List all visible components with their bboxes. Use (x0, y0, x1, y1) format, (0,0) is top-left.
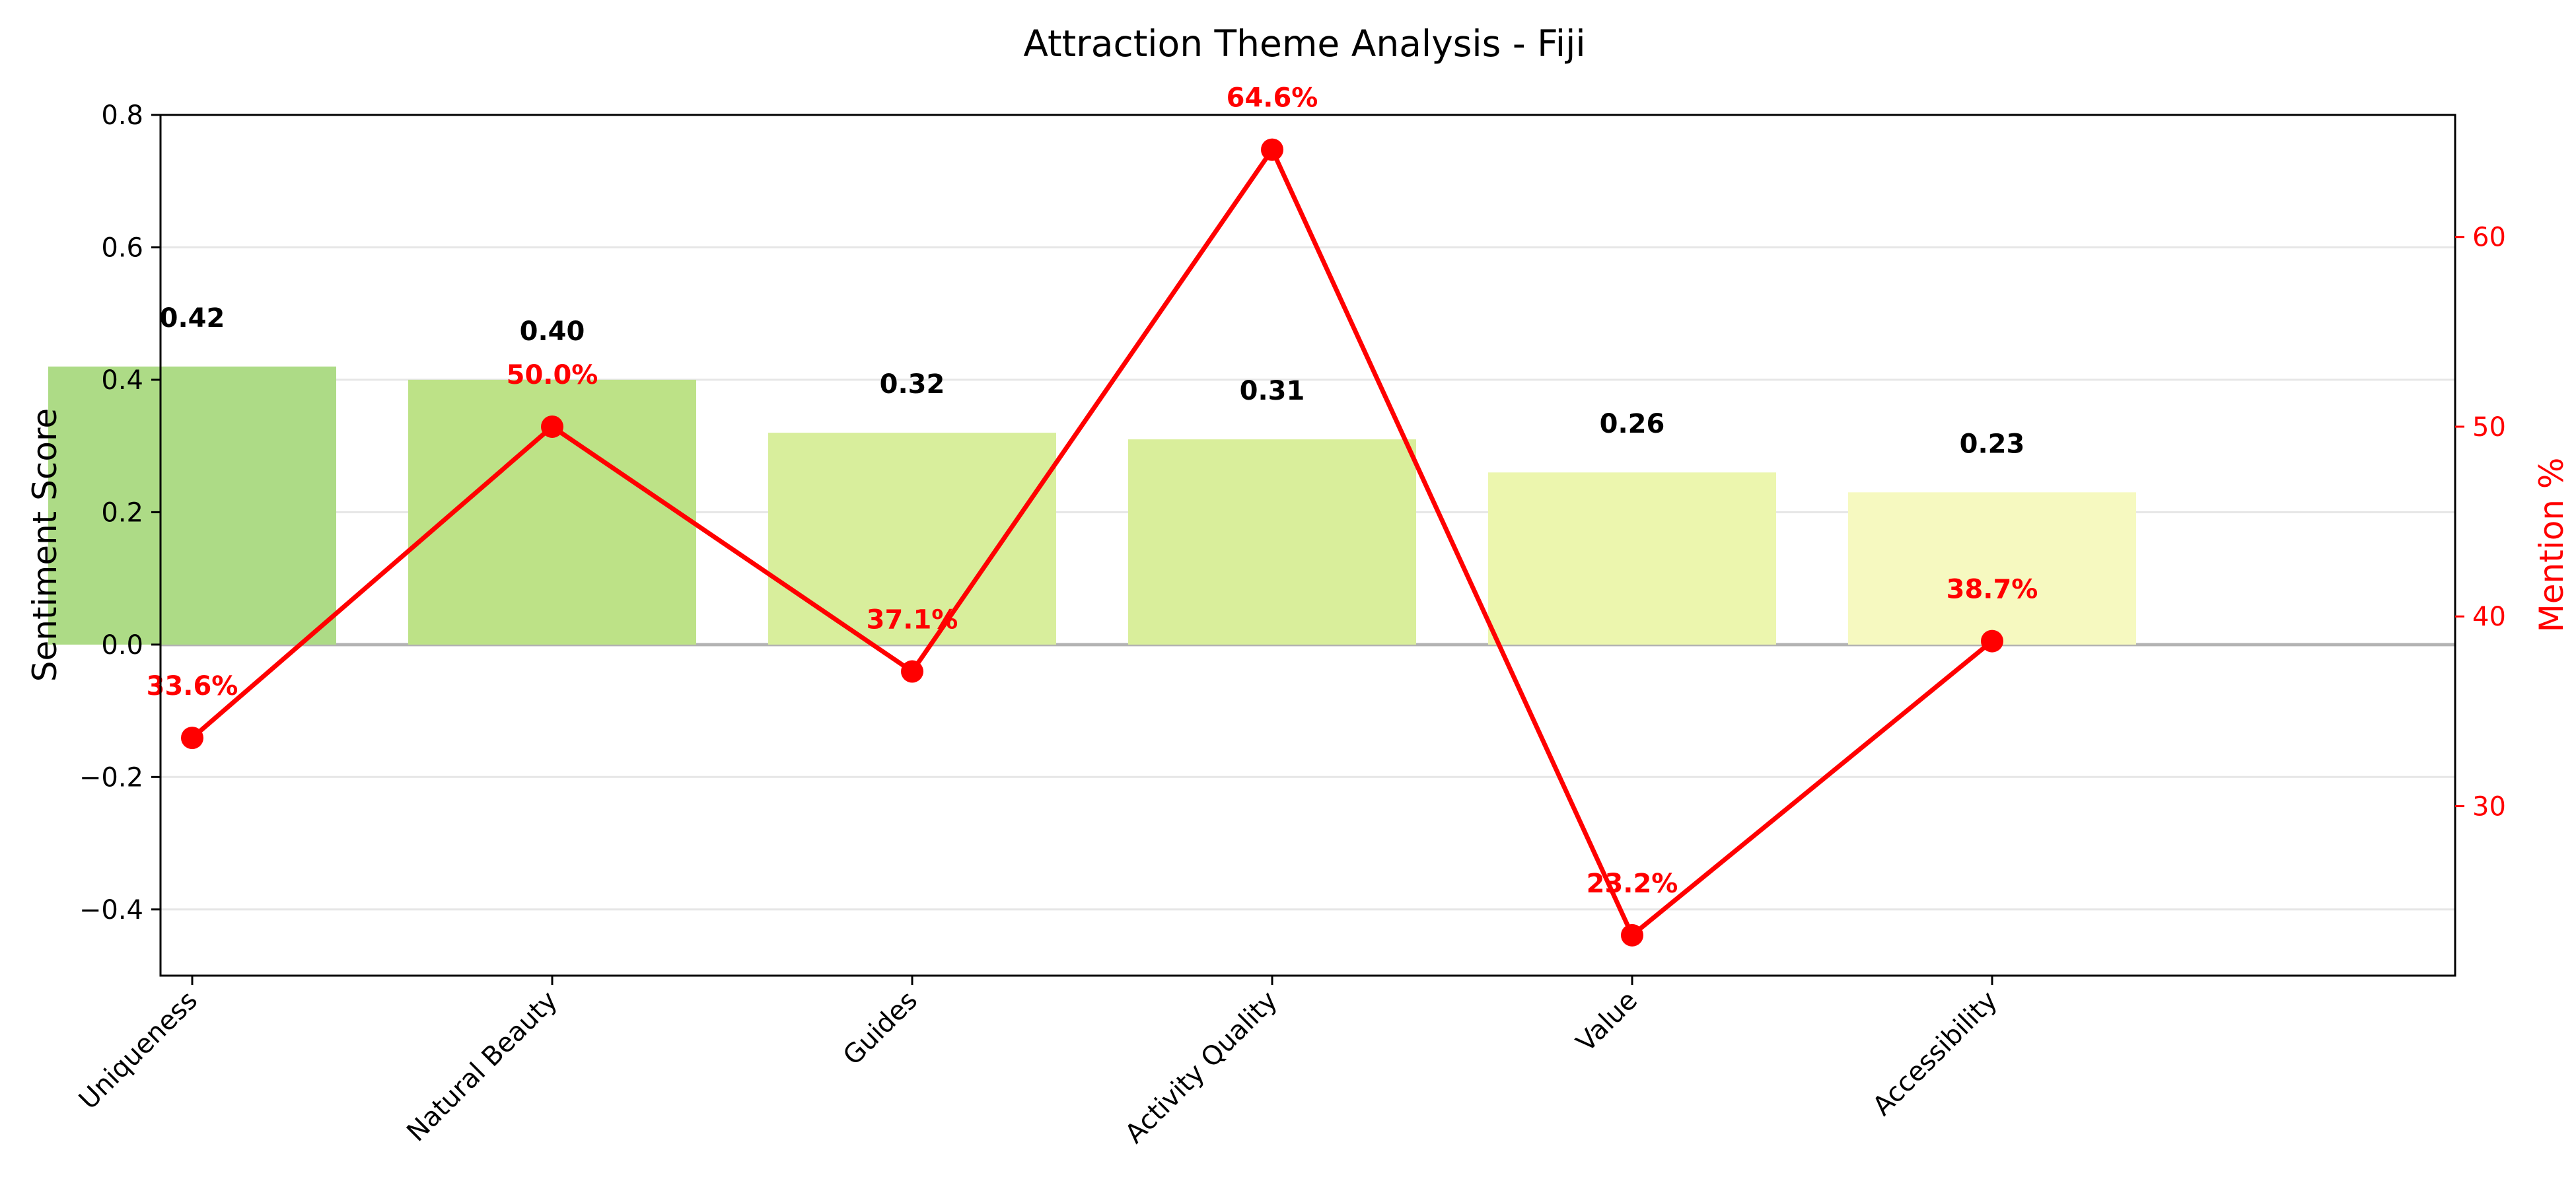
line-point (541, 415, 563, 438)
line-value-label: 38.7% (1947, 575, 2038, 605)
x-tick-label: Guides (838, 986, 923, 1071)
line-point (181, 727, 203, 750)
line-point (1621, 923, 1643, 947)
y-tick-label: 0.6 (101, 233, 143, 263)
bar-value-label: 0.42 (160, 303, 225, 334)
chart-title: Attraction Theme Analysis - Fiji (1023, 22, 1585, 65)
line-point (901, 660, 923, 683)
y-tick-label: −0.4 (79, 895, 143, 925)
y-axis-left: 0.8 0.6 0.4 0.2 0.0 −0.2 −0.4 (79, 100, 161, 925)
y2-tick-label: 40 (2472, 602, 2506, 632)
y-axis-right: 60 50 40 30 (2455, 223, 2506, 822)
y-tick-label: 0.8 (101, 100, 143, 131)
x-axis: Uniqueness Natural Beauty Guides Activity Q… (73, 976, 2003, 1149)
y2-axis-label: Mention % (2532, 458, 2571, 633)
bar (1128, 439, 1416, 645)
line-value-label: 64.6% (1227, 83, 1318, 114)
x-tick-label: Activity Quality (1120, 986, 1283, 1149)
bar-value-label: 0.26 (1600, 409, 1665, 439)
line-point (1981, 630, 2003, 653)
bar-value-label: 0.31 (1240, 376, 1305, 406)
y2-tick-label: 30 (2472, 791, 2506, 822)
y-tick-label: 0.4 (101, 365, 143, 396)
y-tick-label: 0.0 (101, 630, 143, 661)
line-value-label: 33.6% (147, 671, 238, 702)
x-tick-label: Uniqueness (73, 986, 203, 1116)
bar (1488, 472, 1776, 645)
bar (768, 433, 1056, 645)
bar (48, 366, 336, 645)
y-tick-label: −0.2 (79, 762, 143, 793)
x-tick-label: Value (1571, 986, 1643, 1058)
line-series (181, 138, 2003, 947)
mention-line (190, 145, 1994, 939)
x-tick-label: Natural Beauty (401, 986, 563, 1148)
y2-tick-label: 60 (2472, 223, 2506, 253)
line-value-label: 37.1% (867, 605, 958, 635)
y2-tick-label: 50 (2472, 412, 2506, 443)
plot-frame (159, 114, 2456, 977)
bar-value-label: 0.40 (520, 316, 585, 347)
line-value-label: 50.0% (507, 360, 598, 390)
bar-value-label: 0.32 (880, 369, 945, 400)
y-tick-label: 0.2 (101, 497, 143, 528)
bar (1848, 492, 2136, 645)
bar-value-label: 0.23 (1960, 429, 2025, 459)
line-value-labels: 33.6% 50.0% 37.1% 64.6% 23.2% 38.7% (147, 83, 2038, 899)
bar-value-labels: 0.42 0.40 0.32 0.31 0.26 0.23 (160, 303, 2025, 459)
line-value-label: 23.2% (1587, 869, 1678, 899)
x-tick-label: Accessibility (1867, 986, 2003, 1122)
line-point (1261, 138, 1283, 161)
y-axis-label: Sentiment Score (26, 408, 64, 682)
